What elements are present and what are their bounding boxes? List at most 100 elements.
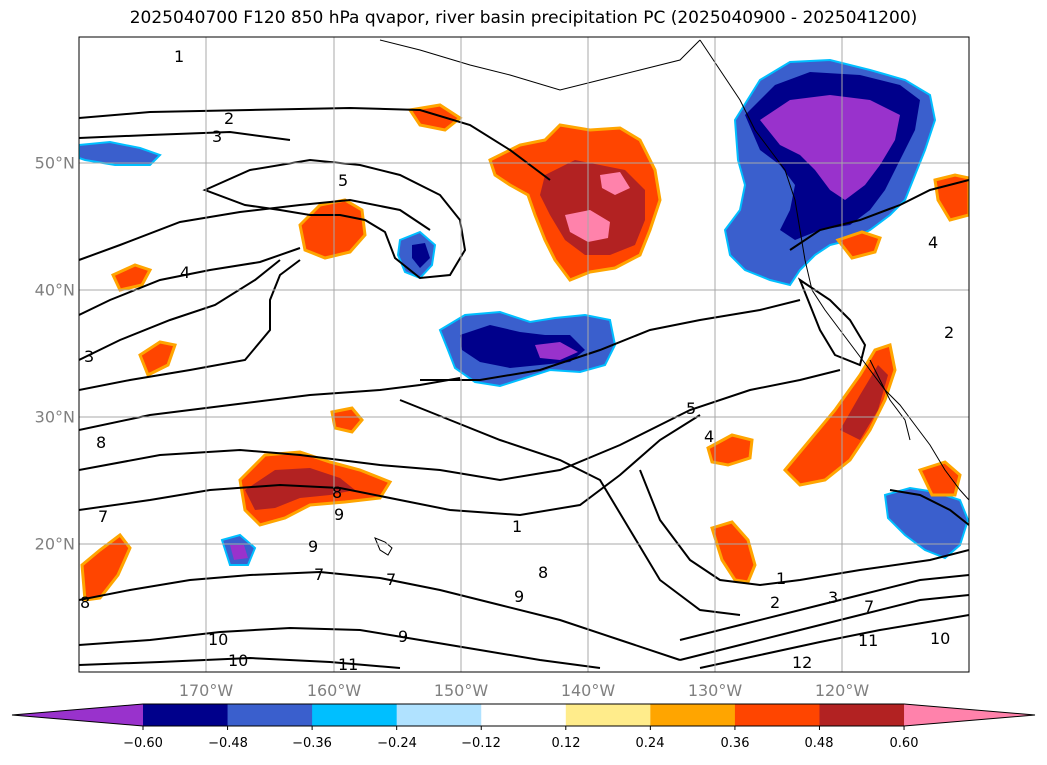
contour-label: 5: [338, 171, 348, 190]
coastline-north-america: [699, 39, 969, 501]
colorbar-segment: [734, 704, 821, 726]
lat-label-30n: 30°N: [34, 407, 75, 427]
contour-line: [79, 626, 601, 669]
contour-line: [420, 299, 801, 381]
colorbar-tick-label: 0.60: [889, 736, 919, 751]
shade-orange-w35: [138, 340, 177, 378]
contour-label: 9: [308, 537, 318, 556]
contour-label: 7: [864, 597, 874, 616]
shade-orange-sw: [80, 532, 132, 602]
lon-label-150w: 150°W: [433, 681, 489, 700]
lon-label-140w: 140°W: [560, 681, 616, 700]
contour-line: [699, 614, 969, 669]
contour-label: 9: [398, 627, 408, 646]
contour-line: [889, 489, 969, 526]
colorbar-segment: [227, 704, 313, 726]
colorbar: [11, 703, 1036, 730]
shade-purple-central: [535, 342, 578, 360]
contour-label: 9: [334, 505, 344, 524]
contour-label: 3: [828, 588, 838, 607]
shaded-regions: [79, 58, 969, 602]
contour-label: 3: [84, 347, 94, 366]
colorbar-segment: [396, 704, 482, 726]
contour-line: [79, 259, 281, 361]
contour-label: 10: [930, 629, 950, 648]
contour-line: [202, 158, 467, 280]
contour-label: 2: [224, 109, 234, 128]
shade-navy-small: [412, 243, 430, 268]
contour-label: 7: [314, 565, 324, 584]
contour-line: [79, 198, 431, 261]
contour-label: 12: [792, 653, 812, 672]
shade-firebrick-25n: [245, 468, 355, 510]
lon-label-160w: 160°W: [306, 681, 362, 700]
lat-label-50n: 50°N: [34, 153, 75, 173]
contour-label: 10: [228, 651, 248, 670]
contour-label: 3: [212, 127, 222, 146]
contour-label: 1: [776, 569, 786, 588]
shade-orange-w40: [111, 263, 153, 292]
qvapor-contours: [79, 106, 969, 669]
shade-orange-east-30n: [706, 433, 754, 467]
coastlines: [374, 39, 969, 556]
colorbar-tick-label: 0.36: [720, 736, 750, 751]
contour-label: 5: [686, 399, 696, 418]
contour-label: 2: [770, 593, 780, 612]
contour-label: 4: [180, 263, 190, 282]
colorbar-segment: [819, 704, 905, 726]
colorbar-segment: [481, 704, 567, 726]
shade-blue-se: [883, 486, 969, 560]
contour-line: [79, 377, 461, 431]
colorbar-extend-left: [12, 704, 143, 726]
contour-line: [79, 259, 301, 391]
contour-label: 1: [512, 517, 522, 536]
gridlines: [79, 37, 969, 672]
contour-label: 10: [208, 630, 228, 649]
contour-line: [399, 399, 741, 616]
contour-label: 1: [174, 47, 184, 66]
shade-firebrick-baja: [840, 365, 888, 440]
shade-orange-coast: [835, 230, 882, 260]
colorbar-tick-label: 0.12: [551, 736, 581, 751]
shade-blue-west: [79, 140, 162, 166]
shade-orange-baja: [782, 343, 897, 487]
lat-label-20n: 20°N: [34, 534, 75, 554]
lon-label-120w: 120°W: [814, 681, 870, 700]
contour-line: [79, 369, 841, 482]
contour-line: [79, 130, 291, 141]
coastline-alaska: [379, 39, 701, 91]
colorbar-segment: [650, 704, 736, 726]
contour-label: 8: [80, 593, 90, 612]
contour-line: [639, 469, 969, 587]
contour-labels: 1 2 3 5 4 3 8 7 9 8 7 7 9 8 10 10 11 9 1…: [80, 47, 954, 674]
contour-label: 11: [858, 631, 878, 650]
shade-purple-nw: [760, 95, 900, 200]
lon-label-170w: 170°W: [178, 681, 234, 700]
contour-label: 8: [96, 433, 106, 452]
colorbar-tick-label: −0.60: [123, 736, 163, 751]
contour-label: 4: [704, 427, 714, 446]
colorbar-segment: [143, 704, 229, 726]
colorbar-segment: [312, 704, 398, 726]
contour-line: [679, 594, 969, 661]
coastline-baja: [869, 359, 911, 441]
colorbar-segment: [565, 704, 651, 726]
colorbar-tick-label: 0.48: [804, 736, 834, 751]
contour-line: [79, 247, 301, 316]
contour-line: [797, 277, 867, 367]
shade-purple-sw-core: [230, 545, 248, 560]
contour-label: 11: [338, 655, 358, 674]
lat-label-40n: 40°N: [34, 280, 75, 300]
colorbar-tick-label: −0.24: [377, 736, 417, 751]
contour-label: 8: [332, 483, 342, 502]
contour-line: [79, 414, 701, 517]
coastline-hawaii: [374, 537, 393, 556]
contour-label: 7: [98, 507, 108, 526]
colorbar-tick-label: −0.36: [292, 736, 332, 751]
colorbar-tick-label: 0.24: [635, 736, 665, 751]
lon-label-130w: 130°W: [687, 681, 743, 700]
contour-label: 8: [538, 563, 548, 582]
shade-pink-gulf-2: [600, 172, 630, 195]
contour-line: [79, 106, 551, 181]
